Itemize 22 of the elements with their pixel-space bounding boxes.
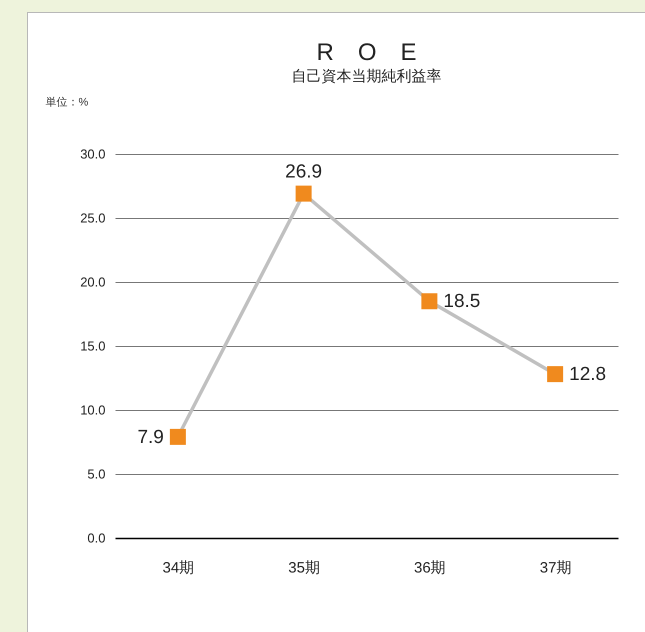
point [547,366,564,382]
data-label: 12.8 [569,364,606,386]
point [421,293,438,310]
y-tick-label: 25.0 [80,210,106,226]
data-label: 7.9 [137,426,164,448]
data-label: 26.9 [285,162,322,183]
x-tick-label: 34期 [162,560,194,576]
data-label: 18.5 [443,291,480,312]
y-axis-title: 単位：% [46,96,88,108]
y-tick-label: 0.0 [87,530,106,546]
y-tick-label: 15.0 [80,338,106,354]
x-tick-label: 37期 [540,560,572,576]
chart-subtitle: 自己資本当期純利益率 [292,68,442,85]
y-tick-label: 5.0 [87,466,106,482]
x-tick-label: 36期 [414,560,446,576]
x-tick-label: 35期 [288,560,320,576]
y-tick-label: 20.0 [80,274,106,290]
y-tick-label: 30.0 [80,146,106,162]
point [296,186,312,202]
chart-title: R O E [316,39,417,66]
y-tick-label: 10.0 [80,402,106,418]
point [170,428,186,445]
